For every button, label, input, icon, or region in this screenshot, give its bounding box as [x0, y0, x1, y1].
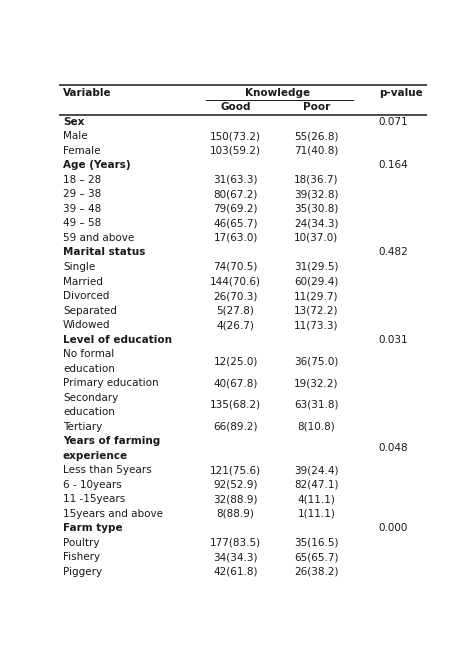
Text: 11(73.3): 11(73.3) — [294, 320, 338, 330]
Text: 40(67.8): 40(67.8) — [213, 378, 258, 388]
Text: 79(69.2): 79(69.2) — [213, 204, 258, 214]
Text: Separated: Separated — [63, 306, 117, 316]
Text: Less than 5years: Less than 5years — [63, 465, 152, 475]
Text: Fishery: Fishery — [63, 552, 100, 562]
Text: 71(40.8): 71(40.8) — [294, 146, 338, 156]
Text: 46(65.7): 46(65.7) — [213, 218, 258, 228]
Text: 18(36.7): 18(36.7) — [294, 175, 338, 185]
Text: Poor: Poor — [303, 102, 330, 112]
Text: 82(47.1): 82(47.1) — [294, 480, 338, 490]
Text: 15years and above: 15years and above — [63, 509, 163, 519]
Text: 18 – 28: 18 – 28 — [63, 175, 101, 185]
Text: Age (Years): Age (Years) — [63, 160, 130, 171]
Text: 11(29.7): 11(29.7) — [294, 291, 338, 301]
Text: 39(32.8): 39(32.8) — [294, 190, 338, 199]
Text: 60(29.4): 60(29.4) — [294, 277, 338, 287]
Text: education: education — [63, 363, 115, 374]
Text: 135(68.2): 135(68.2) — [210, 400, 261, 410]
Text: Sex: Sex — [63, 117, 84, 127]
Text: 12(25.0): 12(25.0) — [213, 356, 258, 366]
Text: 17(63.0): 17(63.0) — [213, 233, 258, 243]
Text: 36(75.0): 36(75.0) — [294, 356, 338, 366]
Text: 55(26.8): 55(26.8) — [294, 131, 338, 141]
Text: Marital status: Marital status — [63, 247, 146, 257]
Text: 121(75.6): 121(75.6) — [210, 465, 261, 475]
Text: 35(16.5): 35(16.5) — [294, 538, 338, 548]
Text: Single: Single — [63, 262, 95, 272]
Text: 49 – 58: 49 – 58 — [63, 218, 101, 228]
Text: 39(24.4): 39(24.4) — [294, 465, 338, 475]
Text: Female: Female — [63, 146, 100, 156]
Text: 26(38.2): 26(38.2) — [294, 567, 338, 577]
Text: Piggery: Piggery — [63, 567, 102, 577]
Text: 11 -15years: 11 -15years — [63, 494, 125, 504]
Text: Male: Male — [63, 131, 88, 141]
Text: 92(52.9): 92(52.9) — [213, 480, 258, 490]
Text: 177(83.5): 177(83.5) — [210, 538, 261, 548]
Text: 103(59.2): 103(59.2) — [210, 146, 261, 156]
Text: 59 and above: 59 and above — [63, 233, 134, 243]
Text: 0.031: 0.031 — [379, 335, 409, 344]
Text: 26(70.3): 26(70.3) — [213, 291, 258, 301]
Text: Knowledge: Knowledge — [245, 88, 310, 98]
Text: Good: Good — [220, 102, 251, 112]
Text: 0.048: 0.048 — [379, 443, 409, 453]
Text: 31(63.3): 31(63.3) — [213, 175, 258, 185]
Text: 4(26.7): 4(26.7) — [217, 320, 255, 330]
Text: p-value: p-value — [379, 88, 423, 98]
Text: 13(72.2): 13(72.2) — [294, 306, 338, 316]
Text: education: education — [63, 407, 115, 417]
Text: 31(29.5): 31(29.5) — [294, 262, 338, 272]
Text: 0.164: 0.164 — [379, 160, 409, 171]
Text: 150(73.2): 150(73.2) — [210, 131, 261, 141]
Text: Divorced: Divorced — [63, 291, 109, 301]
Text: 10(37.0): 10(37.0) — [294, 233, 338, 243]
Text: 0.071: 0.071 — [379, 117, 409, 127]
Text: 4(11.1): 4(11.1) — [298, 494, 335, 504]
Text: Married: Married — [63, 277, 103, 287]
Text: 42(61.8): 42(61.8) — [213, 567, 258, 577]
Text: Poultry: Poultry — [63, 538, 100, 548]
Text: Primary education: Primary education — [63, 378, 158, 388]
Text: 39 – 48: 39 – 48 — [63, 204, 101, 214]
Text: Variable: Variable — [63, 88, 111, 98]
Text: 29 – 38: 29 – 38 — [63, 190, 101, 199]
Text: Farm type: Farm type — [63, 523, 123, 533]
Text: 65(65.7): 65(65.7) — [294, 552, 338, 562]
Text: 24(34.3): 24(34.3) — [294, 218, 338, 228]
Text: No formal: No formal — [63, 349, 114, 359]
Text: experience: experience — [63, 451, 128, 461]
Text: 80(67.2): 80(67.2) — [213, 190, 258, 199]
Text: Widowed: Widowed — [63, 320, 110, 330]
Text: Level of education: Level of education — [63, 335, 172, 344]
Text: 34(34.3): 34(34.3) — [213, 552, 258, 562]
Text: 19(32.2): 19(32.2) — [294, 378, 338, 388]
Text: 66(89.2): 66(89.2) — [213, 422, 258, 432]
Text: 1(11.1): 1(11.1) — [298, 509, 335, 519]
Text: 6 - 10years: 6 - 10years — [63, 480, 122, 490]
Text: 5(27.8): 5(27.8) — [217, 306, 255, 316]
Text: Secondary: Secondary — [63, 393, 118, 403]
Text: 0.482: 0.482 — [379, 247, 409, 257]
Text: 35(30.8): 35(30.8) — [294, 204, 338, 214]
Text: 8(10.8): 8(10.8) — [298, 422, 335, 432]
Text: 144(70.6): 144(70.6) — [210, 277, 261, 287]
Text: Years of farming: Years of farming — [63, 436, 160, 446]
Text: 0.000: 0.000 — [379, 523, 408, 533]
Text: 32(88.9): 32(88.9) — [213, 494, 258, 504]
Text: 8(88.9): 8(88.9) — [217, 509, 255, 519]
Text: 63(31.8): 63(31.8) — [294, 400, 338, 410]
Text: 74(70.5): 74(70.5) — [213, 262, 258, 272]
Text: Tertiary: Tertiary — [63, 422, 102, 432]
